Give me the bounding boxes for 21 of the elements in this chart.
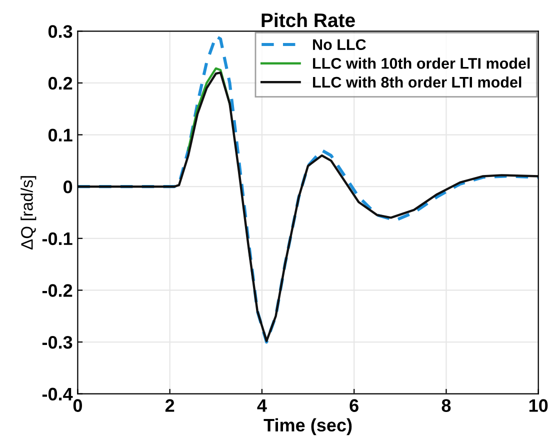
y-tick-label: -0.3 (42, 336, 72, 349)
y-tick-label: 0 (64, 180, 72, 194)
y-tick-label: -0.1 (42, 232, 72, 246)
x-axis-title: Time (sec) (264, 418, 352, 436)
x-tick-label: 0 (73, 399, 82, 412)
x-tick-label: 4 (257, 399, 267, 412)
chart-title: Pitch Rate (262, 12, 355, 28)
legend-label: LLC with 8th order LTI model (313, 76, 522, 88)
line-series (187, 67, 231, 152)
x-tick-label: 2 (165, 399, 174, 412)
legend-label: LLC with 10th order LTI model (313, 58, 530, 69)
x-tick-label: 6 (350, 399, 358, 412)
y-tick-label: -0.2 (42, 284, 72, 297)
y-tick-label: 0.3 (48, 25, 72, 38)
y-tick-label: -0.4 (42, 388, 73, 401)
y-axis-title: ΔQ [rad/s] (20, 176, 36, 250)
y-tick-label: 0.1 (48, 128, 72, 142)
y-tick-label: 0.2 (48, 76, 72, 90)
legend-label: No LLC (313, 39, 366, 50)
x-tick-label: 8 (442, 399, 451, 412)
x-tick-label: 10 (529, 399, 548, 412)
